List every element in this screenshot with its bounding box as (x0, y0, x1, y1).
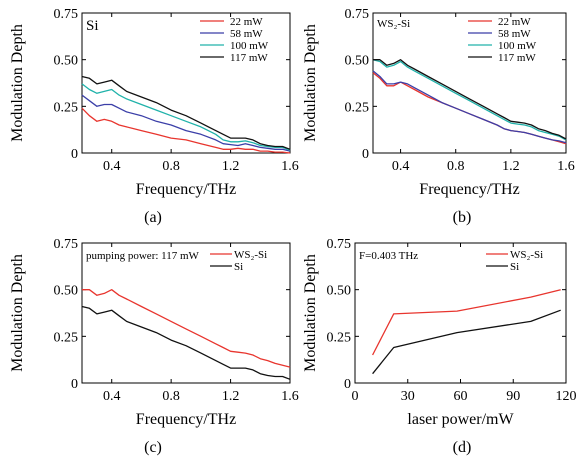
x-axis-label: laser power/mW (407, 411, 514, 428)
y-tick-label: 0 (344, 377, 351, 392)
x-tick-label: 1.2 (222, 159, 240, 174)
x-tick-label: 0.8 (162, 159, 180, 174)
panel-caption: (c) (144, 439, 162, 456)
x-tick-label: 0.4 (103, 389, 121, 404)
series-line-si (372, 309, 561, 375)
y-tick-label: 0.75 (327, 237, 352, 252)
legend-label: 58 mW (230, 28, 263, 40)
x-tick-label: 0.8 (162, 389, 180, 404)
y-tick-label: 0.50 (54, 284, 79, 299)
series-line-ws-si (372, 289, 561, 356)
plot-frame (372, 12, 567, 154)
legend-label: 117 mW (498, 52, 536, 64)
x-tick-label: 90 (506, 389, 520, 404)
y-tick-label: 0.75 (345, 7, 370, 22)
y-tick-label: 0.25 (327, 330, 352, 345)
x-tick-label: 1.2 (502, 159, 520, 174)
y-axis-label: Modulation Depth (302, 24, 319, 142)
x-tick-label: 1.6 (281, 159, 299, 174)
legend-label: Si (234, 261, 243, 273)
series-line-ws-si (82, 289, 291, 368)
panel-a: 0 0.25 0.50 0.75 0.4 0.8 1.2 1.6 Frequency/THz Mo… (9, 7, 299, 226)
series-line-22-mw (81, 107, 291, 154)
x-tick-label: 30 (401, 389, 415, 404)
panel-caption: (a) (144, 209, 162, 226)
series-line-100-mw (81, 83, 291, 151)
x-tick-label: 120 (556, 389, 577, 404)
plot-frame (81, 242, 291, 384)
x-axis-label: Frequency/THz (136, 181, 236, 198)
plot-frame (354, 242, 567, 384)
x-axis-label: Frequency/THz (419, 181, 519, 198)
series-line-58-mw (372, 70, 567, 144)
y-tick-label: 0.75 (54, 7, 79, 22)
panel-annotation: pumping power: 117 mW (86, 250, 200, 262)
x-tick-label: 0 (352, 389, 359, 404)
y-tick-label: 0.25 (345, 100, 370, 115)
legend-label: 117 mW (230, 52, 268, 64)
y-axis-label: Modulation Depth (9, 24, 26, 142)
y-tick-label: 0.75 (54, 237, 79, 252)
series-line-117-mw (81, 75, 291, 150)
y-axis-label: Modulation Depth (9, 254, 26, 372)
y-tick-label: 0.50 (345, 54, 370, 69)
series-line-100-mw (372, 59, 567, 141)
legend-label: WS₂-Si (234, 249, 267, 261)
panel-annotation: F=0.403 THz (359, 250, 418, 262)
legend-label: Si (510, 261, 519, 273)
legend-label: 22 mW (498, 16, 531, 28)
legend-label: WS₂-Si (510, 249, 543, 261)
y-axis-label: Modulation Depth (302, 254, 319, 372)
legend-label: 100 mW (498, 40, 537, 52)
series-line-22-mw (372, 72, 567, 145)
panel-caption: (d) (453, 439, 472, 456)
y-tick-label: 0 (362, 147, 369, 162)
series-line-117-mw (373, 59, 567, 140)
y-tick-label: 0 (71, 147, 78, 162)
panel-tag: WS₂-Si (377, 18, 410, 30)
x-axis-label: Frequency/THz (136, 411, 236, 428)
panel-caption: (b) (453, 209, 472, 226)
panel-b: 0 0.25 0.50 0.75 0.4 0.8 1.2 1.6 Frequency/THz Mo… (302, 7, 575, 226)
x-tick-label: 0.4 (103, 159, 121, 174)
legend-label: 58 mW (498, 28, 531, 40)
x-tick-label: 1.2 (222, 389, 240, 404)
panel-c: 0 0.25 0.50 0.75 0.4 0.8 1.2 1.6 Frequency/THz Mo… (9, 237, 299, 456)
y-tick-label: 0 (71, 377, 78, 392)
x-tick-label: 0.8 (447, 159, 465, 174)
panel-d: 0 0.25 0.50 0.75 0 30 60 90 120 laser power/mW Mod… (302, 237, 577, 456)
series-line-58-mw (81, 94, 291, 152)
y-tick-label: 0.50 (54, 54, 79, 69)
y-tick-label: 0.50 (327, 284, 352, 299)
legend-label: 100 mW (230, 40, 269, 52)
x-tick-label: 1.6 (281, 389, 299, 404)
x-tick-label: 1.6 (557, 159, 575, 174)
plot-frame (81, 12, 291, 154)
x-tick-label: 0.4 (392, 159, 410, 174)
y-tick-label: 0.25 (54, 330, 79, 345)
panel-tag: Si (86, 18, 99, 34)
x-tick-label: 60 (454, 389, 468, 404)
series-line-si (81, 305, 291, 380)
legend-label: 22 mW (230, 16, 263, 28)
y-tick-label: 0.25 (54, 100, 79, 115)
